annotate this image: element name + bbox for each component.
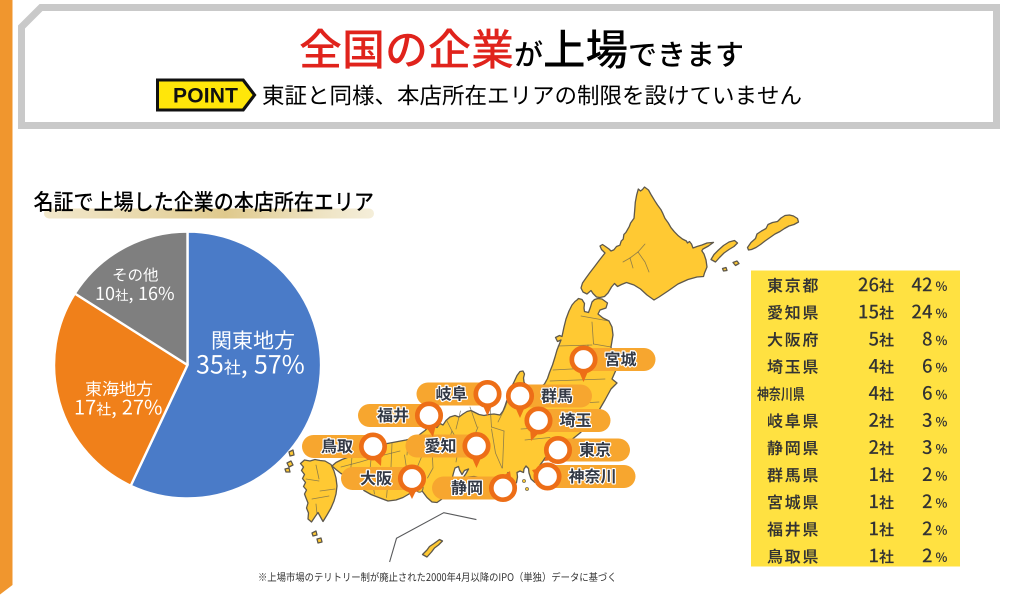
svg-text:POINT: POINT <box>173 85 238 108</box>
